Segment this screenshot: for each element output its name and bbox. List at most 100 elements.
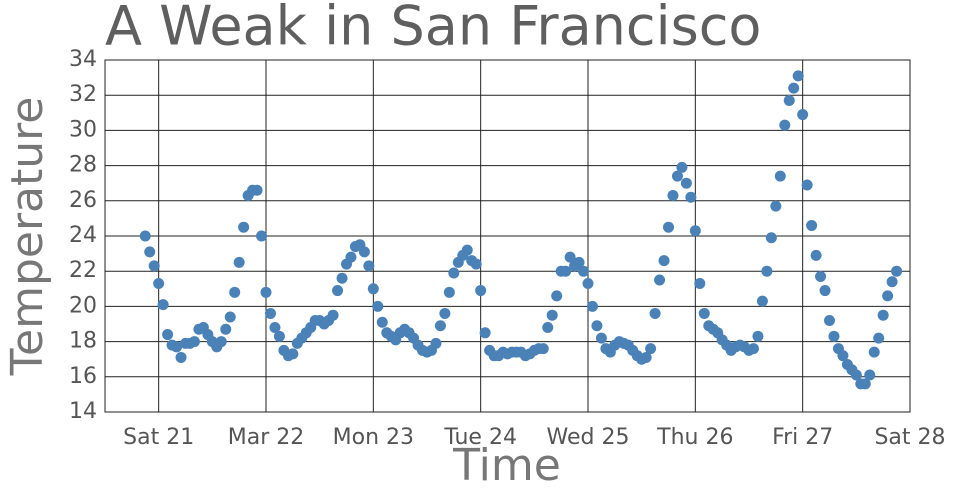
data-point [376, 316, 388, 328]
data-point [332, 285, 344, 297]
data-point [752, 330, 764, 342]
y-tick-label: 30 [69, 117, 97, 142]
data-point [175, 351, 187, 363]
data-point [819, 285, 831, 297]
data-point [430, 337, 442, 349]
chart-title: A Weak in San Francisco [105, 0, 761, 58]
data-point [797, 109, 809, 121]
data-point [273, 330, 285, 342]
data-point [770, 200, 782, 212]
data-point [882, 290, 894, 302]
x-axis-title: Time [452, 440, 561, 491]
data-point [595, 332, 607, 344]
data-point [367, 283, 379, 295]
data-point [891, 265, 903, 277]
data-point [810, 249, 822, 261]
y-tick-label: 20 [69, 293, 97, 318]
data-point [220, 323, 232, 335]
data-point [551, 290, 563, 302]
x-tick-label: Fri 27 [772, 425, 833, 450]
data-point [837, 350, 849, 362]
data-point [564, 251, 576, 263]
data-point [859, 378, 871, 390]
data-point [233, 256, 245, 268]
data-point [238, 221, 250, 233]
data-point [828, 330, 840, 342]
data-point [671, 170, 683, 182]
y-tick-label: 24 [69, 223, 97, 248]
y-tick-label: 26 [69, 188, 97, 213]
y-axis-title: Temperature [2, 97, 53, 377]
data-point [586, 300, 598, 312]
data-point [448, 267, 460, 279]
data-point [157, 299, 169, 311]
data-point [479, 327, 491, 339]
x-tick-label: Thu 26 [656, 425, 733, 450]
data-point [461, 244, 473, 256]
data-point [475, 285, 487, 297]
data-point [153, 278, 165, 290]
data-point [873, 332, 885, 344]
data-point [694, 278, 706, 290]
data-point [139, 230, 151, 242]
data-point [144, 246, 156, 258]
data-point [756, 295, 768, 307]
y-tick-label: 14 [69, 399, 97, 424]
data-point [327, 309, 339, 321]
y-tick-label: 18 [69, 329, 97, 354]
data-point [542, 322, 554, 334]
data-point [850, 369, 862, 381]
x-tick-label: Wed 25 [547, 425, 630, 450]
data-point [658, 255, 670, 267]
data-point [698, 307, 710, 319]
data-point [336, 272, 348, 284]
data-point [788, 82, 800, 94]
y-tick-label: 16 [69, 364, 97, 389]
data-point [363, 260, 375, 272]
data-point [287, 348, 299, 360]
data-point [591, 320, 603, 332]
data-point [783, 94, 795, 106]
data-point [434, 320, 446, 332]
data-point [269, 322, 281, 334]
data-point [663, 221, 674, 233]
data-point [667, 190, 679, 202]
data-point [560, 265, 572, 277]
data-point [680, 177, 692, 189]
data-point [654, 274, 666, 286]
data-point [824, 314, 835, 326]
data-point [573, 256, 585, 268]
data-point [806, 219, 818, 231]
data-point [546, 309, 558, 321]
data-point [443, 286, 455, 298]
data-point [345, 251, 357, 263]
data-point [358, 246, 370, 258]
data-point [792, 70, 804, 82]
data-point [801, 179, 813, 191]
data-point [224, 311, 236, 323]
data-point [171, 341, 183, 353]
x-tick-label: Mar 22 [228, 425, 305, 450]
x-tick-label: Sat 28 [874, 425, 945, 450]
x-tick-label: Sat 21 [123, 425, 194, 450]
data-point [264, 307, 276, 319]
y-tick-label: 28 [69, 153, 97, 178]
data-point [260, 286, 272, 298]
x-tick-label: Tue 24 [443, 425, 517, 450]
data-point [372, 300, 384, 312]
data-point [640, 351, 652, 363]
y-tick-label: 32 [69, 82, 97, 107]
data-point [761, 265, 773, 277]
data-point [215, 336, 227, 348]
data-point [578, 265, 590, 277]
data-point [645, 343, 657, 355]
data-point [877, 309, 889, 321]
data-point [251, 184, 263, 196]
data-point [765, 232, 777, 244]
data-point [582, 278, 594, 290]
data-point [864, 369, 876, 381]
data-point [676, 161, 688, 173]
data-point [689, 225, 701, 237]
data-point [815, 270, 827, 282]
